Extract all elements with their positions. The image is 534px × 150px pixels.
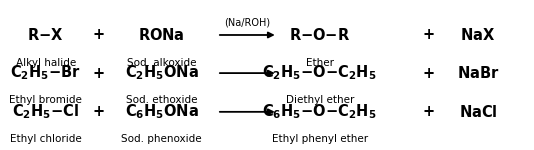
Text: Diethyl ether: Diethyl ether [286,95,354,105]
Text: $\mathbf{+}$: $\mathbf{+}$ [421,27,434,42]
Text: $\mathbf{NaX}$: $\mathbf{NaX}$ [460,27,496,43]
Text: $\mathbf{R{-}X}$: $\mathbf{R{-}X}$ [27,27,64,43]
Text: $\mathbf{C_2H_5{-}Cl}$: $\mathbf{C_2H_5{-}Cl}$ [12,102,79,121]
Text: $\mathbf{RONa}$: $\mathbf{RONa}$ [138,27,185,43]
Text: $\mathbf{+}$: $\mathbf{+}$ [92,27,105,42]
Text: $\mathbf{+}$: $\mathbf{+}$ [421,104,434,119]
Text: $\mathbf{C_6H_5{-}O{-}C_2H_5}$: $\mathbf{C_6H_5{-}O{-}C_2H_5}$ [263,102,377,121]
Text: $\mathbf{+}$: $\mathbf{+}$ [92,66,105,81]
Text: $\mathbf{NaCl}$: $\mathbf{NaCl}$ [459,104,497,120]
Text: $\mathbf{+}$: $\mathbf{+}$ [92,104,105,119]
Text: $\mathbf{C_2H_5ONa}$: $\mathbf{C_2H_5ONa}$ [125,64,199,82]
Text: Sod. alkoxide: Sod. alkoxide [127,58,197,68]
Text: Ethyl bromide: Ethyl bromide [9,95,82,105]
Text: $\mathbf{R{-}O{-}R}$: $\mathbf{R{-}O{-}R}$ [289,27,350,43]
Text: $\mathbf{C_2H_5{-}O{-}C_2H_5}$: $\mathbf{C_2H_5{-}O{-}C_2H_5}$ [263,64,377,82]
Text: Alkyl halide: Alkyl halide [15,58,76,68]
Text: Ethyl chloride: Ethyl chloride [10,134,82,144]
Text: $\mathbf{C_6H_5ONa}$: $\mathbf{C_6H_5ONa}$ [125,102,199,121]
Text: Ether: Ether [306,58,334,68]
Text: Sod. ethoxide: Sod. ethoxide [126,95,198,105]
Text: Ethyl phenyl ether: Ethyl phenyl ether [272,134,368,144]
Text: $\mathbf{+}$: $\mathbf{+}$ [421,66,434,81]
Text: $\mathbf{NaBr}$: $\mathbf{NaBr}$ [457,65,499,81]
Text: Sod. phenoxide: Sod. phenoxide [121,134,202,144]
Text: $\mathbf{C_2H_5{-}Br}$: $\mathbf{C_2H_5{-}Br}$ [10,64,81,82]
Text: (Na/ROH): (Na/ROH) [224,18,270,28]
